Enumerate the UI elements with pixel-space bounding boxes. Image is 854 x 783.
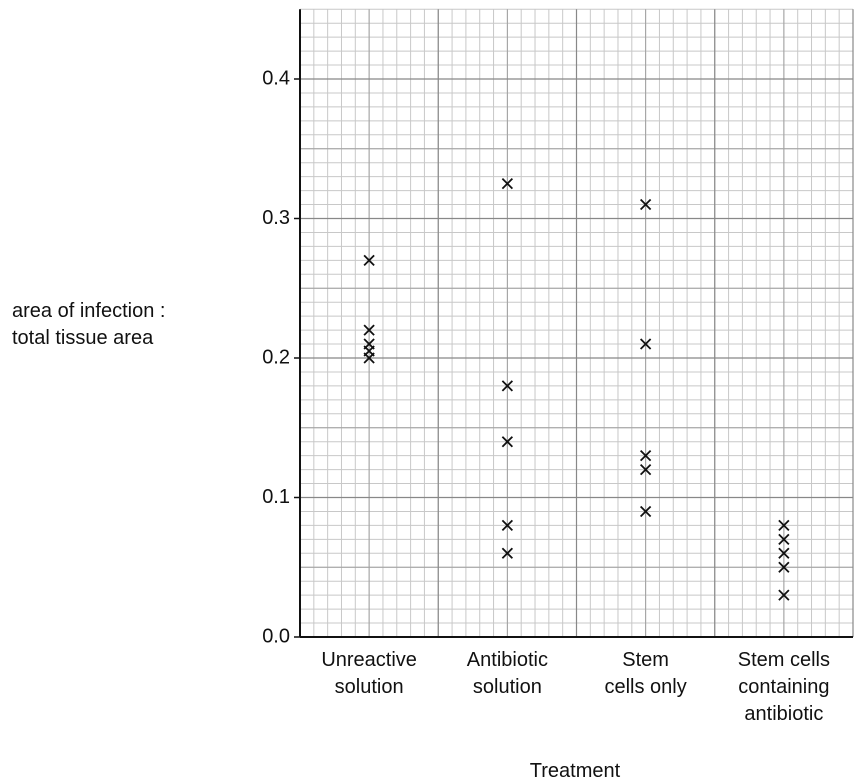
x-tick-label: Stem cells containing antibiotic [737,649,830,725]
y-tick-label: 0.0 [262,625,290,647]
cross-marker [639,463,652,476]
y-tick-label: 0.2 [262,346,290,368]
x-tick-label: Unreactive solution [321,649,417,698]
cross-marker [778,519,790,532]
cross-marker [778,589,790,601]
y-tick-label: 0.4 [262,67,290,89]
cross-marker [363,254,375,266]
cross-marker [778,561,790,573]
cross-marker [639,338,652,350]
y-axis-title: area of infection : total tissue area [12,300,166,349]
cross-marker [639,505,652,518]
y-tick-label: 0.1 [262,486,290,508]
cross-marker [778,547,790,559]
cross-marker [501,436,514,448]
cross-marker [639,450,652,462]
cross-marker [501,177,514,190]
x-tick-label: Antibiotic solution [466,649,548,698]
cross-marker [639,198,652,211]
y-tick-label: 0.3 [262,207,290,229]
cross-marker [501,380,514,392]
cross-marker [501,519,514,532]
cross-marker [363,324,375,336]
cross-marker [778,533,790,545]
x-tick-label: Stem cells only [604,649,687,698]
x-axis-title: Treatment [529,760,621,782]
cross-marker [363,352,375,364]
cross-marker [501,547,514,559]
